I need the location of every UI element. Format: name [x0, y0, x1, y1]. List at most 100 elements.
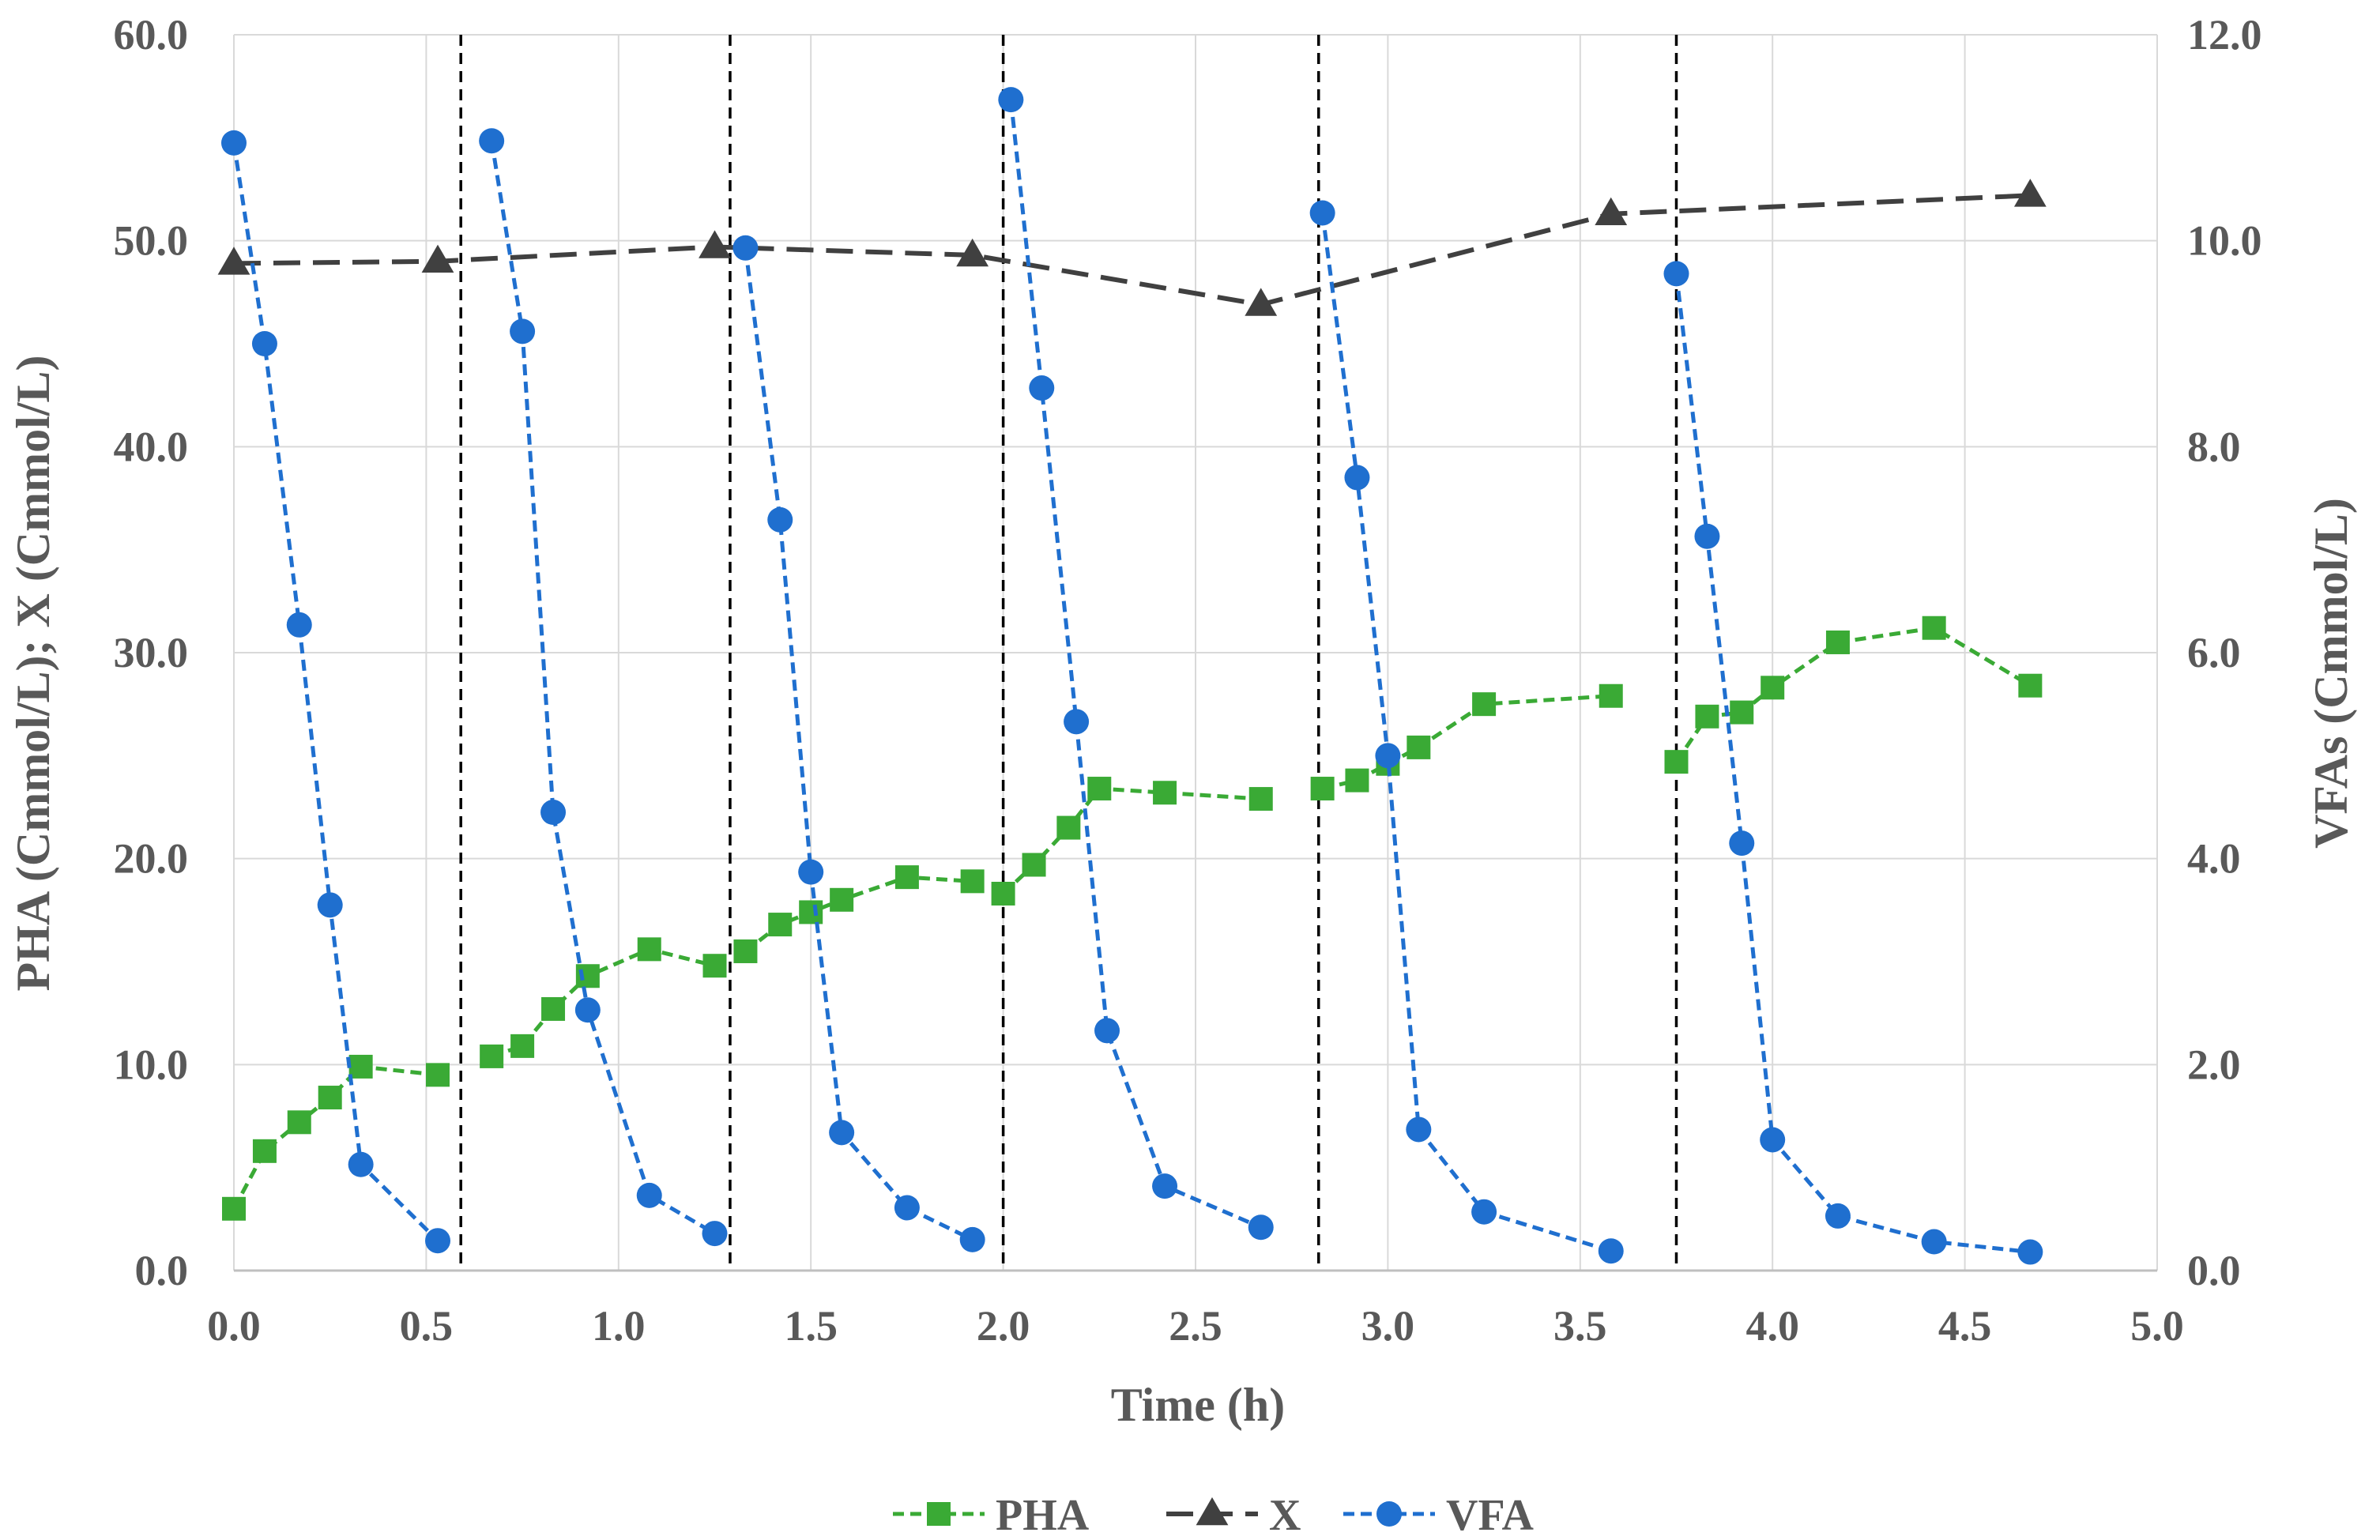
vfa-point: [894, 1195, 920, 1221]
x-tick-label: 2.5: [1169, 1302, 1222, 1350]
pha-point: [426, 1063, 450, 1087]
vfa-point: [286, 612, 312, 638]
pha-point: [894, 865, 919, 890]
pha-point: [733, 939, 758, 963]
gridlines: [233, 34, 2158, 1271]
vfa-point: [702, 1221, 728, 1247]
y-right-tick-label: 8.0: [2187, 423, 2241, 470]
x-tick-label: 2.0: [977, 1302, 1030, 1350]
pha-point: [541, 996, 566, 1021]
vfa-point: [959, 1226, 985, 1252]
vfa-line: [1320, 213, 1612, 1253]
y-left-tick-label: 30.0: [114, 629, 189, 676]
pha-line: [1322, 694, 1611, 791]
vfa-point: [479, 128, 505, 154]
legend-label: VFA: [1446, 1491, 1534, 1540]
vfa-point: [1760, 1127, 1786, 1153]
pha-point: [1022, 853, 1046, 877]
vfa-point: [1729, 830, 1755, 857]
x-tick-label: 1.0: [592, 1302, 646, 1350]
pha-point: [318, 1086, 342, 1110]
vfa-point: [221, 130, 247, 156]
pha-point: [768, 913, 793, 937]
pha-point: [1472, 692, 1497, 717]
pha-point: [2018, 673, 2043, 698]
pha-point: [480, 1044, 504, 1068]
pha-point: [1825, 630, 1850, 654]
series-vfa: [221, 87, 2043, 1265]
pha-point: [1695, 704, 1719, 729]
pha-point: [1407, 735, 1431, 759]
vfa-point: [1406, 1116, 1432, 1143]
vfa-point: [510, 318, 536, 345]
vfa-line: [232, 142, 439, 1242]
y-left-tick-label: 60.0: [114, 11, 189, 58]
y-left-tick-label: 0.0: [135, 1247, 189, 1294]
vfa-point: [1309, 200, 1335, 226]
pha-point: [799, 900, 823, 924]
vfa-point: [1094, 1018, 1120, 1044]
pha-point: [1345, 768, 1369, 793]
pha-point: [702, 954, 727, 978]
vfa-point: [998, 87, 1024, 113]
legend: PHA X VFA: [893, 1491, 1534, 1540]
x-tick-label: 0.0: [207, 1302, 261, 1350]
y-axis-left-title: PHA (Cmmol/L); X (Cmmol/L): [7, 356, 59, 992]
pha-point: [1761, 676, 1785, 700]
pha-point: [991, 881, 1015, 906]
pha-point: [575, 964, 600, 988]
vfa-point: [1344, 465, 1370, 491]
legend-marker: [927, 1502, 951, 1526]
x-point: [421, 244, 454, 273]
vfa-point: [636, 1182, 662, 1208]
y-axis-right-title: VFAs (Cmmol/L): [2305, 498, 2357, 849]
pha-point: [222, 1196, 246, 1221]
x-point: [1595, 197, 1628, 226]
pha-point: [1087, 777, 1112, 801]
vfa-point: [574, 997, 601, 1023]
y-right-tick-label: 2.0: [2187, 1041, 2241, 1088]
pha-point: [1153, 781, 1177, 805]
vfa-point: [798, 859, 824, 885]
vfa-point: [829, 1120, 855, 1146]
vfa-point: [1663, 261, 1689, 287]
vfa-point: [1694, 523, 1720, 549]
vfa-point: [251, 331, 277, 356]
legend-label: PHA: [996, 1491, 1090, 1540]
legend-item-x: X: [1166, 1491, 1301, 1540]
legend-item-vfa: VFA: [1343, 1491, 1534, 1540]
vfa-point: [1029, 375, 1055, 401]
y-right-tick-label: 6.0: [2187, 629, 2241, 676]
pha-point: [1664, 750, 1689, 774]
pha-point: [1922, 616, 1946, 640]
legend-item-pha: PHA: [893, 1491, 1090, 1540]
vfa-point: [1471, 1199, 1497, 1225]
vfa-point: [1825, 1203, 1851, 1229]
vfa-point: [540, 800, 567, 826]
pha-point: [1248, 787, 1273, 811]
x-tick-label: 4.0: [1745, 1302, 1799, 1350]
pha-point: [1310, 777, 1335, 801]
pha-point: [1056, 815, 1081, 840]
y-right-tick-label: 4.0: [2187, 835, 2241, 883]
y-left-tick-label: 50.0: [114, 217, 189, 265]
vfa-point: [2017, 1239, 2043, 1265]
legend-marker: [1376, 1501, 1402, 1527]
x-point: [956, 238, 989, 267]
series-layer: [217, 87, 2047, 1265]
x-point: [217, 247, 250, 275]
legend-marker: [1196, 1497, 1229, 1526]
vfa-point: [1375, 743, 1401, 769]
legend-label: X: [1269, 1491, 1301, 1540]
y-left-tick-label: 10.0: [114, 1041, 189, 1088]
x-tick-label: 4.5: [1938, 1302, 1992, 1350]
vfa-point: [1064, 709, 1090, 735]
y-right-tick-label: 0.0: [2187, 1247, 2241, 1294]
pha-point: [1730, 700, 1754, 725]
y-left-tick-label: 20.0: [114, 835, 189, 883]
vfa-point: [317, 892, 343, 918]
x-point: [1245, 288, 1278, 316]
x-point: [699, 230, 731, 258]
x-tick-label: 0.5: [400, 1302, 454, 1350]
